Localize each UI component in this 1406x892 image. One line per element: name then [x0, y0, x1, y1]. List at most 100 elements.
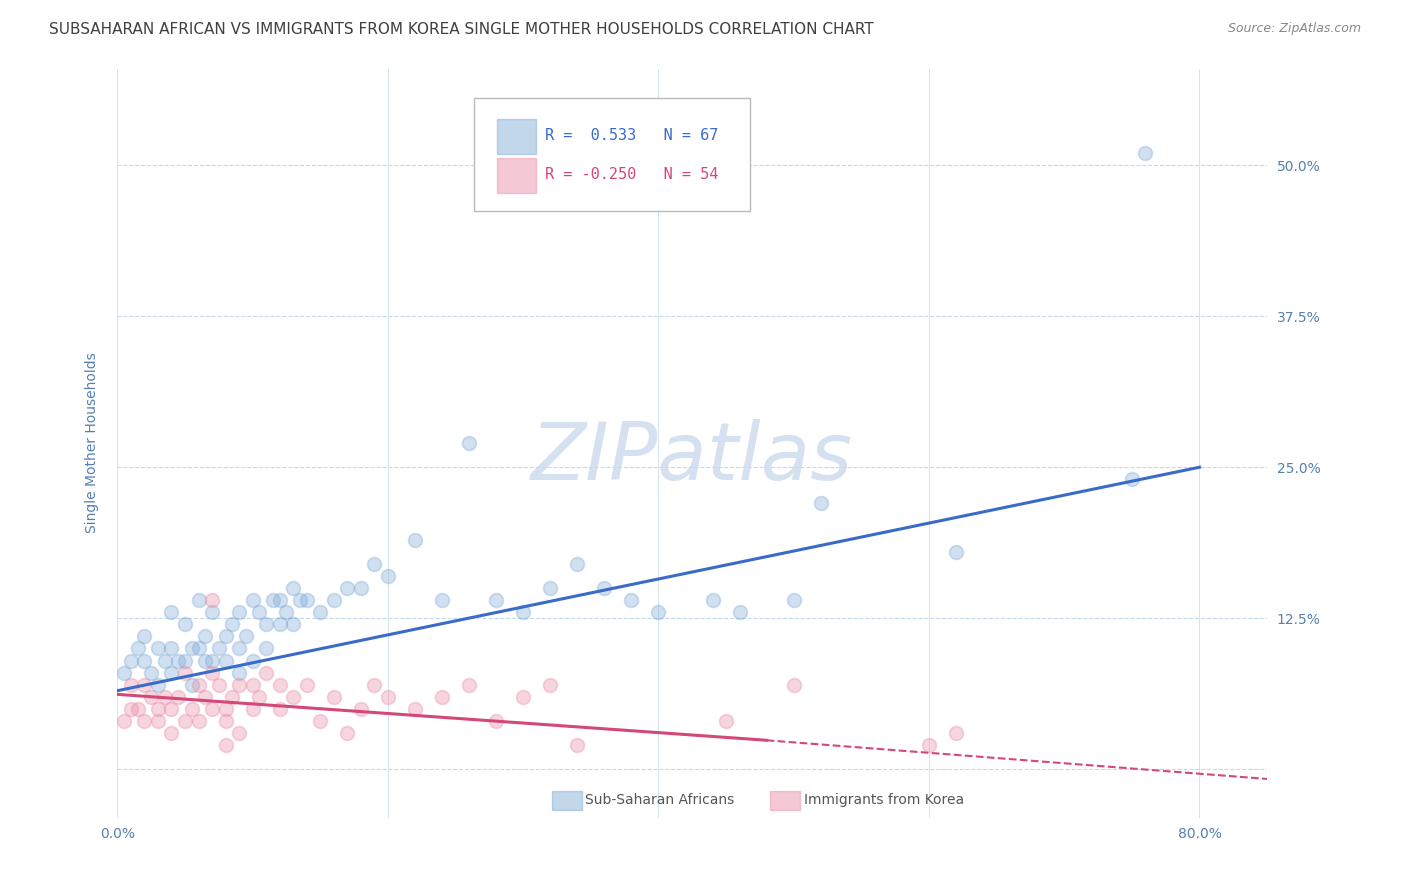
Point — [283, 617, 305, 632]
Point — [538, 678, 561, 692]
Point — [174, 665, 197, 680]
Point — [485, 714, 508, 728]
Point — [146, 678, 169, 692]
Point — [180, 702, 202, 716]
Point — [141, 665, 163, 680]
Point — [201, 654, 224, 668]
Point — [127, 702, 149, 716]
Point — [1121, 472, 1143, 486]
Point — [214, 714, 236, 728]
Point — [174, 714, 197, 728]
Point — [201, 702, 224, 716]
Point — [120, 654, 142, 668]
Point — [247, 605, 270, 619]
Point — [214, 702, 236, 716]
Point — [214, 738, 236, 752]
FancyBboxPatch shape — [496, 119, 536, 154]
Point — [430, 593, 453, 607]
Text: SUBSAHARAN AFRICAN VS IMMIGRANTS FROM KOREA SINGLE MOTHER HOUSEHOLDS CORRELATION: SUBSAHARAN AFRICAN VS IMMIGRANTS FROM KO… — [49, 22, 875, 37]
Point — [174, 617, 197, 632]
Point — [728, 605, 751, 619]
Point — [363, 557, 385, 571]
Text: R =  0.533   N = 67: R = 0.533 N = 67 — [546, 128, 718, 144]
Point — [254, 665, 277, 680]
Point — [254, 617, 277, 632]
Point — [214, 654, 236, 668]
Point — [208, 641, 231, 656]
Point — [153, 690, 176, 704]
Point — [180, 641, 202, 656]
Point — [404, 533, 426, 547]
Point — [146, 702, 169, 716]
Point — [160, 726, 183, 740]
Point — [782, 678, 804, 692]
Point — [350, 581, 373, 595]
Point — [538, 581, 561, 595]
Point — [702, 593, 724, 607]
Point — [363, 678, 385, 692]
Point — [269, 617, 291, 632]
Point — [1135, 146, 1157, 161]
Point — [167, 690, 190, 704]
Point — [918, 738, 941, 752]
Point — [120, 678, 142, 692]
Point — [194, 690, 217, 704]
Point — [134, 714, 156, 728]
Point — [458, 678, 481, 692]
FancyBboxPatch shape — [553, 790, 582, 810]
Point — [141, 690, 163, 704]
Point — [160, 605, 183, 619]
Point — [336, 726, 359, 740]
Point — [247, 690, 270, 704]
Point — [350, 702, 373, 716]
Point — [288, 593, 311, 607]
Point — [512, 690, 534, 704]
Point — [567, 557, 589, 571]
Point — [430, 690, 453, 704]
Point — [377, 569, 399, 583]
Point — [485, 593, 508, 607]
Point — [201, 593, 224, 607]
Point — [336, 581, 359, 595]
Point — [269, 593, 291, 607]
Point — [242, 654, 264, 668]
Point — [269, 702, 291, 716]
Y-axis label: Single Mother Households: Single Mother Households — [86, 352, 100, 533]
Point — [187, 714, 209, 728]
Point — [187, 678, 209, 692]
Point — [153, 654, 176, 668]
Point — [194, 654, 217, 668]
Point — [567, 738, 589, 752]
Point — [458, 436, 481, 450]
Point — [945, 726, 967, 740]
Point — [187, 641, 209, 656]
Text: Source: ZipAtlas.com: Source: ZipAtlas.com — [1227, 22, 1361, 36]
Point — [146, 641, 169, 656]
Point — [160, 702, 183, 716]
Point — [112, 665, 135, 680]
Point — [377, 690, 399, 704]
Point — [112, 714, 135, 728]
Point — [167, 654, 190, 668]
Point — [160, 665, 183, 680]
Point — [134, 629, 156, 643]
Point — [309, 714, 332, 728]
Point — [295, 593, 318, 607]
Text: ZIPatlas: ZIPatlas — [531, 419, 853, 497]
Point — [242, 702, 264, 716]
Point — [228, 726, 250, 740]
Point — [214, 629, 236, 643]
Text: Immigrants from Korea: Immigrants from Korea — [804, 793, 965, 807]
Point — [228, 605, 250, 619]
FancyBboxPatch shape — [496, 158, 536, 193]
Point — [404, 702, 426, 716]
Point — [201, 665, 224, 680]
Point — [160, 641, 183, 656]
Point — [127, 641, 149, 656]
Point — [512, 605, 534, 619]
Point — [208, 678, 231, 692]
Point — [810, 496, 832, 510]
FancyBboxPatch shape — [474, 98, 749, 211]
Point — [254, 641, 277, 656]
Point — [134, 654, 156, 668]
